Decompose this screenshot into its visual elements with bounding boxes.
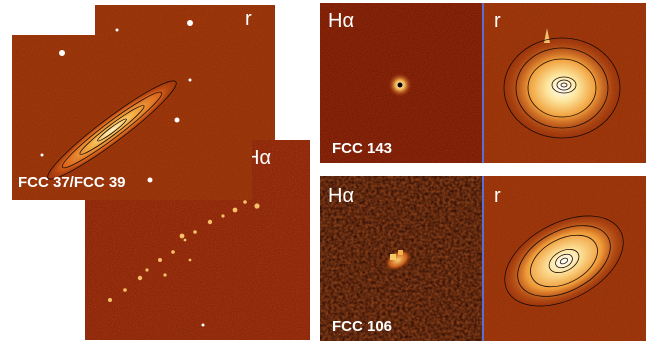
fcc143-divider: [482, 3, 484, 163]
fcc143-halpha-band-label: Hα: [328, 10, 355, 32]
fcc106-galaxy-name-label: FCC 106: [332, 318, 393, 335]
fcc106-halpha-image: [320, 176, 482, 341]
fcc106-halpha-panel: Hα FCC 106: [320, 176, 482, 341]
fcc106-divider: [482, 176, 484, 341]
fcc143-halpha-image: [320, 3, 482, 163]
fcc143-r-image: [484, 3, 646, 163]
fcc106-halpha-band-label: Hα: [328, 185, 355, 207]
fcc143-r-band-label: r: [494, 10, 501, 32]
fcc143-halpha-panel: Hα FCC 143: [320, 3, 482, 163]
fcc37-galaxy-name-label: FCC 37/FCC 39: [18, 174, 126, 191]
fcc143-r-panel: r: [484, 3, 646, 163]
fcc106-r-image: [484, 176, 646, 341]
fcc106-r-panel: r: [484, 176, 646, 341]
fcc37-r-image: [12, 35, 252, 200]
fcc106-r-band-label: r: [494, 185, 501, 207]
fcc37-r-panel: FCC 37/FCC 39: [12, 35, 252, 200]
fcc39-r-band-label: r: [245, 8, 252, 30]
fcc143-galaxy-name-label: FCC 143: [332, 140, 393, 157]
